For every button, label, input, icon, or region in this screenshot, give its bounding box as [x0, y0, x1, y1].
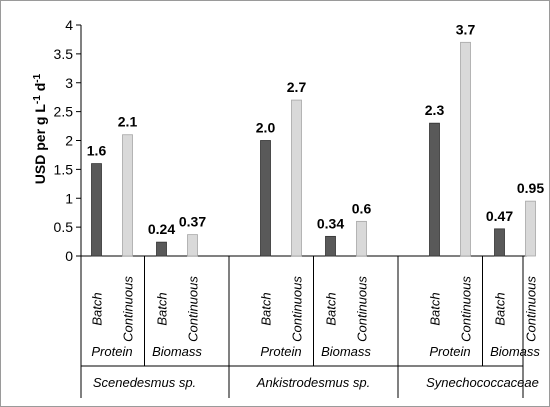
mode-label: Batch	[259, 292, 274, 325]
organism-label: Ankistrodesmus sp.	[256, 375, 370, 390]
product-label: Biomass	[152, 344, 202, 359]
bar-batch	[325, 235, 336, 257]
y-tick-label: 1.5	[54, 161, 74, 177]
data-label: 0.34	[317, 215, 344, 231]
mode-label: Continuous	[459, 276, 474, 342]
data-label: 0.24	[148, 221, 175, 237]
mode-label: Continuous	[186, 276, 201, 342]
y-tick-label: 3.5	[54, 46, 74, 62]
organism-label: Scenedesmus sp.	[93, 375, 196, 390]
mode-label: Batch	[428, 292, 443, 325]
mode-label: Batch	[155, 292, 170, 325]
bar-continuous	[356, 220, 367, 257]
data-label: 3.7	[456, 21, 476, 37]
bar-continuous	[122, 134, 133, 257]
y-axis-title-sup1: -1	[32, 95, 43, 104]
data-labels: 1.6 2.1 0.24 0.37 2.0 2.7 0.34 0.6 2.3 3.7 0.470.9…	[87, 21, 545, 237]
mode-label: Continuous	[290, 276, 305, 342]
bar-batch	[91, 163, 102, 257]
bar-batch	[494, 228, 505, 257]
y-axis-title-main: USD per g L	[32, 104, 48, 185]
y-tick-label: 4	[65, 17, 73, 33]
category-axis: Batch Continuous Protein Batch Continuous Bio…	[80, 256, 540, 398]
y-tick-label: 1	[65, 190, 73, 206]
product-label: Protein	[429, 344, 470, 359]
bars	[91, 41, 536, 257]
mode-label: Continuous	[355, 276, 370, 342]
bar-batch	[156, 241, 167, 257]
data-label: 2.3	[425, 102, 445, 118]
y-axis: 0 0.5 1 1.5 2 2.5 3 3.5 4	[54, 17, 527, 264]
organism-label: Synechococcaceae	[426, 375, 539, 390]
y-axis-title-sup2: -1	[32, 73, 43, 82]
data-label: 1.6	[87, 143, 107, 159]
data-label: 2.0	[256, 120, 276, 136]
product-label: Biomass	[490, 344, 540, 359]
y-tick-label: 2.5	[54, 104, 74, 120]
mode-label: Continuous	[121, 276, 136, 342]
mode-label: Batch	[493, 292, 508, 325]
data-label: 2.1	[118, 114, 138, 130]
data-label: 2.7	[287, 79, 307, 95]
data-label: 0.95	[517, 180, 544, 196]
product-label: Biomass	[321, 344, 371, 359]
bar-batch	[260, 140, 271, 257]
mode-label: Batch	[90, 292, 105, 325]
data-label: 0.6	[352, 200, 372, 216]
mode-label: Continuous	[524, 276, 539, 342]
bar-continuous	[460, 41, 471, 257]
y-tick-label: 2	[65, 133, 73, 149]
bar-continuous	[525, 200, 536, 257]
y-tick-label: 0	[65, 248, 73, 264]
y-axis-title: USD per g L-1 d-1	[32, 73, 48, 184]
product-label: Protein	[91, 344, 132, 359]
y-tick-label: 3	[65, 75, 73, 91]
y-axis-title-mid: d	[32, 83, 48, 95]
bar-continuous	[291, 99, 302, 257]
bar-batch	[429, 122, 440, 257]
bar-continuous	[187, 234, 198, 257]
mode-label: Batch	[324, 292, 339, 325]
product-label: Protein	[260, 344, 301, 359]
data-label: 0.47	[486, 208, 513, 224]
y-tick-label: 0.5	[54, 219, 74, 235]
data-label: 0.37	[179, 214, 206, 230]
